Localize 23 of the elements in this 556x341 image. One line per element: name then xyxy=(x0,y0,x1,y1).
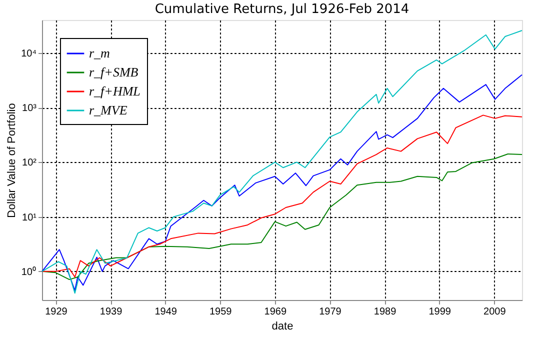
legend-label: r_m xyxy=(89,46,110,60)
legend-label: r_f+HML xyxy=(89,84,140,98)
x-tick-label: 1929 xyxy=(45,306,68,318)
x-tick-label: 1969 xyxy=(264,306,287,318)
y-tick-label: 10² xyxy=(22,158,38,169)
y-tick-label: 10³ xyxy=(22,103,38,114)
x-tick-label: 1949 xyxy=(154,306,178,318)
x-tick-label: 1989 xyxy=(374,306,397,318)
x-tick-label: 1979 xyxy=(319,306,342,318)
legend-label: r_MVE xyxy=(89,102,128,118)
legend-label: r_f+SMB xyxy=(89,64,138,80)
y-tick-label: 10⁴ xyxy=(21,48,36,60)
x-tick-label: 1939 xyxy=(100,306,123,318)
y-tick-label: 10⁰ xyxy=(21,266,36,278)
x-axis-title: date xyxy=(272,320,294,332)
y-tick-label: 10¹ xyxy=(22,212,38,224)
y-axis-title: Dollar Value of Portfolio xyxy=(6,103,18,218)
chart-title: Cumulative Returns, Jul 1926-Feb 2014 xyxy=(154,2,410,17)
x-tick-label: 2009 xyxy=(484,306,506,318)
x-tick-label: 1959 xyxy=(210,306,232,318)
line-series xyxy=(42,114,522,278)
x-tick-label: 1999 xyxy=(428,306,452,318)
line-series xyxy=(42,30,522,294)
